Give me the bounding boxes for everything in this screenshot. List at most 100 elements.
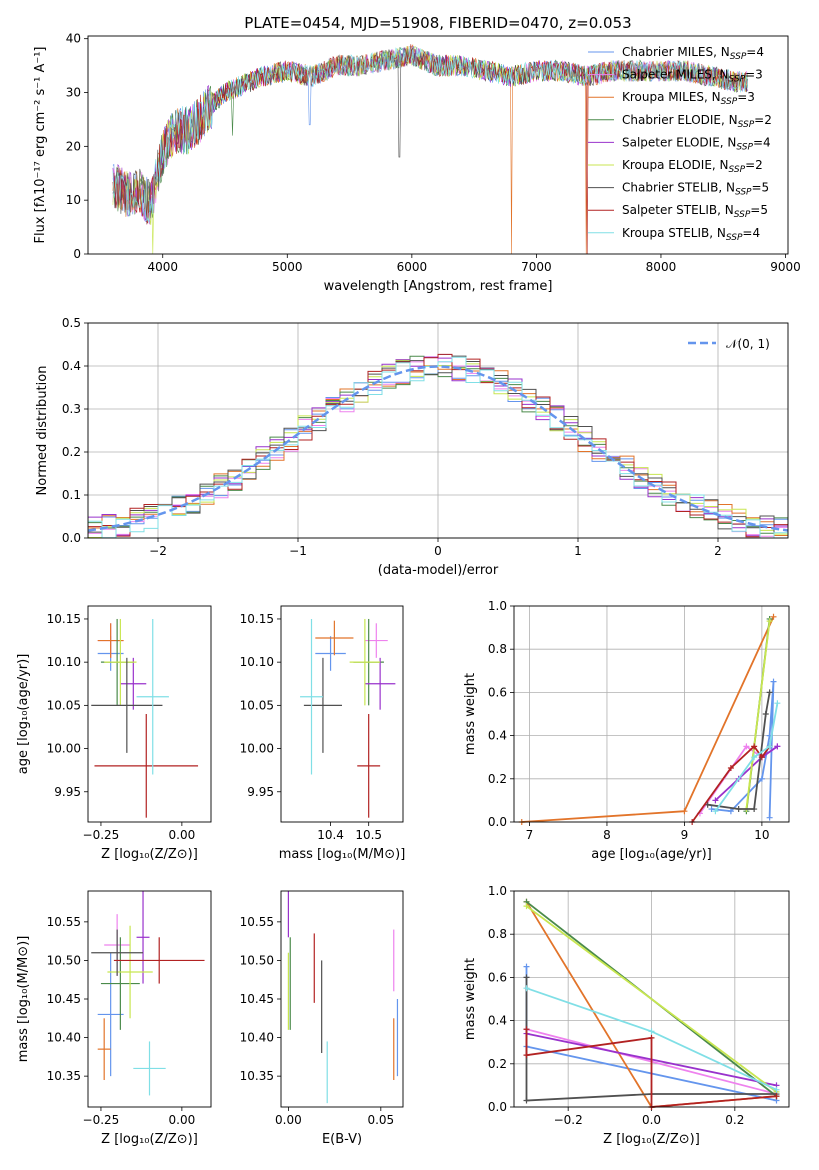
legend: Chabrier MILES, NSSP=4 Salpeter MILES, NS… (588, 45, 772, 243)
x-tick-label: 9000 (770, 260, 801, 274)
errorbar-point (300, 618, 323, 775)
plot-massweight_vs_age: 7 8 9 10 0.0 0.2 0.4 0.6 0.8 1.0 age [log₁₀(age/yr… (463, 599, 790, 862)
y-axis-label: Normed distribution (35, 366, 50, 496)
y-tick-label: 0.2 (62, 445, 81, 459)
y-tick-label: 0.6 (488, 685, 507, 699)
legend-value: =2 (754, 113, 772, 127)
x-axis-label: E(B-V) (322, 1132, 362, 1147)
x-tick-label: 10.5 (355, 828, 382, 842)
plot-mass_vs_Z: −0.25 0.00 10.35 10.40 10.45 10.50 10.55 Z [log… (16, 890, 212, 1147)
y-tick-label: 10.15 (47, 612, 81, 626)
legend-subscript: SSP (736, 142, 753, 152)
y-tick-label: 10.55 (240, 915, 274, 929)
legend-label: Chabrier MILES, NSSP=4 (622, 45, 764, 62)
y-tick-label: 1.0 (488, 884, 507, 898)
plot-age_vs_Z: −0.25 0.00 9.95 10.00 10.05 10.10 10.15 Z [log₁… (16, 605, 212, 862)
plot-content (300, 618, 396, 818)
plot-massweight_vs_Z: −0.2 0.0 0.2 0.0 0.2 0.4 0.6 0.8 1.0 Z [log₁₀(Z/Z… (463, 884, 790, 1147)
x-tick-label: 9 (681, 828, 689, 842)
errorbar-point (357, 714, 381, 818)
plot-age_vs_mass: 10.4 10.5 9.95 10.00 10.05 10.10 10.15 mass [lo… (240, 605, 406, 862)
histogram-series (88, 356, 788, 538)
legend-label: Chabrier ELODIE, NSSP=2 (622, 113, 772, 130)
legend-subscript: SSP (738, 120, 755, 130)
weight-marker (773, 1086, 780, 1093)
weight-line (711, 681, 775, 818)
weight-line (714, 745, 778, 802)
errorbar-point (91, 929, 144, 976)
legend-value: =3 (737, 90, 755, 104)
errorbar-point (315, 620, 354, 656)
y-tick-label: 0.8 (488, 927, 507, 941)
legend-value: =2 (745, 158, 763, 172)
weight-line (745, 620, 771, 810)
legend-label: Kroupa STELIB, NSSP=4 (622, 226, 760, 243)
plot-content (91, 891, 205, 1096)
y-tick-label: 0.0 (488, 815, 507, 829)
plot-frame (280, 605, 404, 823)
errorbar-point (97, 1018, 111, 1080)
x-tick-label: 4000 (147, 260, 178, 274)
legend-subscript: SSP (730, 52, 747, 62)
weight-marker (762, 711, 769, 717)
y-tick-label: 0.0 (62, 531, 81, 545)
weight-marker (751, 806, 758, 813)
legend-value: =5 (750, 203, 768, 217)
x-tick-label: 0.0 (642, 1113, 661, 1127)
x-axis-label: Z [log₁₀(Z/Z⊙)] (101, 847, 198, 862)
weight-line (707, 692, 771, 810)
x-axis-label: (data-model)/error (378, 563, 499, 578)
weight-marker (758, 775, 765, 782)
legend-subscript: SSP (729, 165, 746, 175)
errorbar-point (136, 891, 150, 984)
legend-label: Salpeter ELODIE, NSSP=4 (622, 135, 771, 152)
weight-marker (773, 1093, 780, 1100)
x-tick-label: −0.25 (83, 1113, 120, 1127)
legend-label: Chabrier STELIB, NSSP=5 (622, 181, 769, 198)
y-tick-label: 10.05 (240, 698, 274, 712)
y-tick-label: 10.10 (47, 655, 81, 669)
x-tick-label: 7000 (521, 260, 552, 274)
legend-label: Kroupa ELODIE, NSSP=2 (622, 158, 763, 175)
plot-frame (513, 890, 790, 1108)
weight-marker (766, 689, 773, 696)
y-tick-label: 0 (73, 247, 81, 261)
errorbar-point (97, 623, 124, 658)
y-tick-label: 0.3 (62, 402, 81, 416)
figure-title: PLATE=0454, MJD=51908, FIBERID=0470, z=0… (244, 14, 631, 32)
y-axis-label: mass weight (463, 673, 478, 755)
legend-subscript: SSP (729, 75, 746, 85)
spectrum-line (112, 46, 748, 223)
y-tick-label: 10.45 (240, 992, 274, 1006)
y-tick-label: 10.05 (47, 698, 81, 712)
x-tick-label: 2 (714, 544, 722, 558)
y-axis-label: age [log₁₀(age/yr)] (16, 654, 31, 775)
plot-content (287, 891, 399, 1104)
weight-marker (758, 754, 765, 761)
x-axis-label: mass [log₁₀(M/M⊙)] (279, 847, 406, 862)
legend-label: 𝒩(0, 1) (726, 337, 770, 351)
y-tick-label: 20 (66, 139, 81, 153)
weight-marker (523, 1026, 530, 1033)
y-tick-label: 10.35 (240, 1069, 274, 1083)
y-tick-label: 0.6 (488, 970, 507, 984)
y-tick-label: 10 (66, 193, 81, 207)
legend-value: =5 (752, 181, 770, 195)
weight-marker (712, 808, 719, 815)
y-tick-label: 30 (66, 86, 81, 100)
x-axis-label: Z [log₁₀(Z/Z⊙)] (101, 1132, 198, 1147)
y-tick-label: 10.10 (240, 655, 274, 669)
x-tick-label: 0.2 (725, 1113, 744, 1127)
plot-mass_vs_EBV: 0.00 0.05 10.35 10.40 10.45 10.50 10.55 E(B-V) (240, 890, 404, 1147)
spectrum-line (112, 44, 748, 254)
plot-content (523, 898, 780, 1110)
weight-marker (712, 797, 719, 804)
histograms (88, 353, 788, 538)
y-tick-label: 0.4 (62, 359, 81, 373)
normal-curve (88, 365, 788, 532)
weight-marker (766, 814, 773, 821)
plot-frame (513, 605, 790, 823)
y-tick-label: 10.00 (240, 742, 274, 756)
weight-marker (727, 808, 734, 815)
